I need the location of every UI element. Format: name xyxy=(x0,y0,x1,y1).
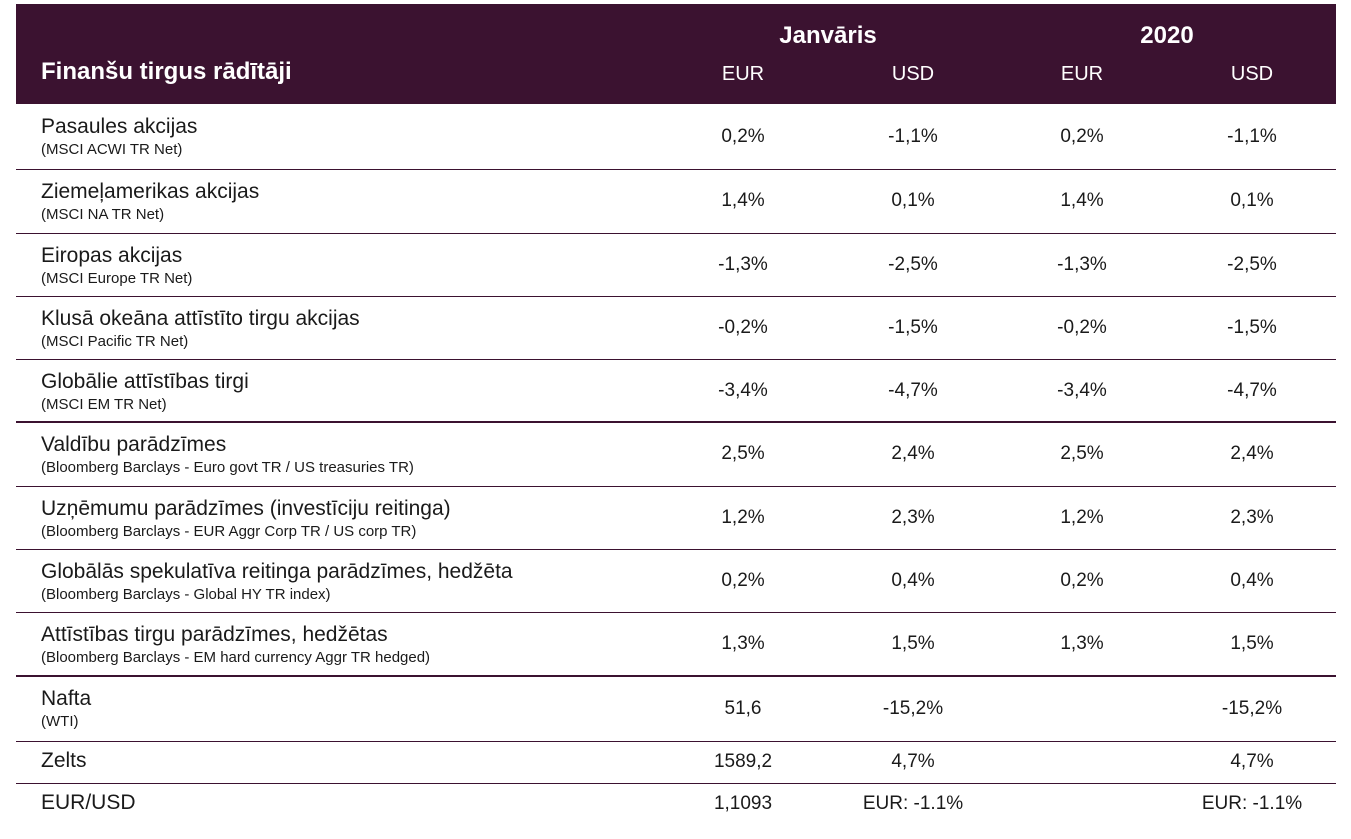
cell: 0,4% xyxy=(891,569,935,591)
cell: 2,5% xyxy=(1060,443,1104,464)
row-divider xyxy=(16,358,1336,360)
row-name: Klusā okeāna attīstīto tirgu akcijas xyxy=(41,307,360,330)
cell: 2,3% xyxy=(1230,506,1274,528)
row-name: Zelts xyxy=(41,749,87,772)
cell: EUR: -1.1% xyxy=(862,793,964,814)
row-source: (MSCI EM TR Net) xyxy=(41,396,167,413)
row-name: Valdību parādzīmes xyxy=(41,433,227,456)
cell: EUR: -1.1% xyxy=(1201,793,1303,814)
row-source: (MSCI Europe TR Net) xyxy=(41,270,193,287)
row-name: Nafta xyxy=(41,687,92,710)
column-label: USD xyxy=(891,63,935,85)
cell: 2,4% xyxy=(1230,443,1274,464)
row-source: (MSCI ACWI TR Net) xyxy=(41,141,183,158)
cell: 1,2% xyxy=(721,506,765,528)
cell: 4,7% xyxy=(1230,751,1274,772)
cell: 51,6 xyxy=(724,697,762,719)
cell: -3,4% xyxy=(1057,379,1107,401)
row-name: Attīstības tirgu parādzīmes, hedžētas xyxy=(41,623,388,646)
row-divider xyxy=(16,782,1336,784)
cell: 0,2% xyxy=(721,569,765,591)
column-label: USD xyxy=(1230,63,1274,85)
row-divider xyxy=(16,485,1336,487)
row-name: Uzņēmumu parādzīmes (investīciju reiting… xyxy=(41,497,451,520)
cell: 1,2% xyxy=(1060,506,1104,528)
row-divider xyxy=(16,675,1336,677)
row-source: (Bloomberg Barclays - Euro govt TR / US … xyxy=(41,459,414,476)
cell: -15,2% xyxy=(1221,697,1283,719)
cell: 1589,2 xyxy=(713,751,773,772)
row-divider xyxy=(16,295,1336,297)
cell: 0,2% xyxy=(1060,125,1104,147)
cell: -3,4% xyxy=(718,379,768,401)
cell: 0,1% xyxy=(1230,190,1274,211)
row-name: Globālie attīstības tirgi xyxy=(41,370,249,393)
cell: 0,1% xyxy=(891,190,935,211)
row-name: EUR/USD xyxy=(41,791,136,814)
row-source: (Bloomberg Barclays - EM hard currency A… xyxy=(41,649,431,666)
cell: -0,2% xyxy=(1057,316,1107,338)
row-divider xyxy=(16,548,1336,550)
title: Finanšu tirgus rādītāji xyxy=(41,58,292,85)
cell: -1,5% xyxy=(888,316,938,338)
cell: -0,2% xyxy=(718,316,768,338)
group-label: 2020 xyxy=(1140,22,1194,49)
row-name: Eiropas akcijas xyxy=(41,244,183,267)
row-source: (Bloomberg Barclays - EUR Aggr Corp TR /… xyxy=(41,523,417,540)
row-divider xyxy=(16,740,1336,742)
row-divider xyxy=(16,232,1336,234)
cell: -4,7% xyxy=(1227,379,1277,401)
row-divider xyxy=(16,168,1336,170)
row-source: (Bloomberg Barclays - Global HY TR index… xyxy=(41,586,331,603)
cell: 1,4% xyxy=(1060,190,1104,211)
cell: -1,1% xyxy=(888,125,938,147)
cell: -4,7% xyxy=(888,379,938,401)
cell: 1,5% xyxy=(891,633,935,654)
row-source: (WTI) xyxy=(41,713,79,730)
row-name: Globālās spekulatīva reitinga parādzīmes… xyxy=(41,560,513,583)
cell: 0,2% xyxy=(721,125,765,147)
cell: -1,3% xyxy=(1057,253,1107,275)
group-label: Janvāris xyxy=(779,22,877,49)
column-label: EUR xyxy=(1060,63,1104,85)
cell: 1,1093 xyxy=(713,793,773,814)
row-source: (MSCI Pacific TR Net) xyxy=(41,333,189,350)
cell: 1,5% xyxy=(1230,633,1274,654)
cell: 4,7% xyxy=(891,751,935,772)
cell: 2,3% xyxy=(891,506,935,528)
row-name: Pasaules akcijas xyxy=(41,115,198,138)
cell: 1,4% xyxy=(721,190,765,211)
cell: -2,5% xyxy=(1227,253,1277,275)
row-source: (MSCI NA TR Net) xyxy=(41,206,165,223)
cell: 1,3% xyxy=(1060,633,1104,654)
cell: 1,3% xyxy=(721,633,765,654)
row-name: Ziemeļamerikas akcijas xyxy=(41,180,260,203)
cell: 2,4% xyxy=(891,443,935,464)
cell: -15,2% xyxy=(882,697,944,719)
column-label: EUR xyxy=(721,63,765,85)
cell: -2,5% xyxy=(888,253,938,275)
cell: -1,3% xyxy=(718,253,768,275)
row-divider xyxy=(16,611,1336,613)
cell: 2,5% xyxy=(721,443,765,464)
cell: -1,1% xyxy=(1227,125,1277,147)
row-divider xyxy=(16,421,1336,423)
cell: 0,4% xyxy=(1230,569,1274,591)
cell: 0,2% xyxy=(1060,569,1104,591)
header-bar xyxy=(16,4,1336,104)
cell: -1,5% xyxy=(1227,316,1277,338)
